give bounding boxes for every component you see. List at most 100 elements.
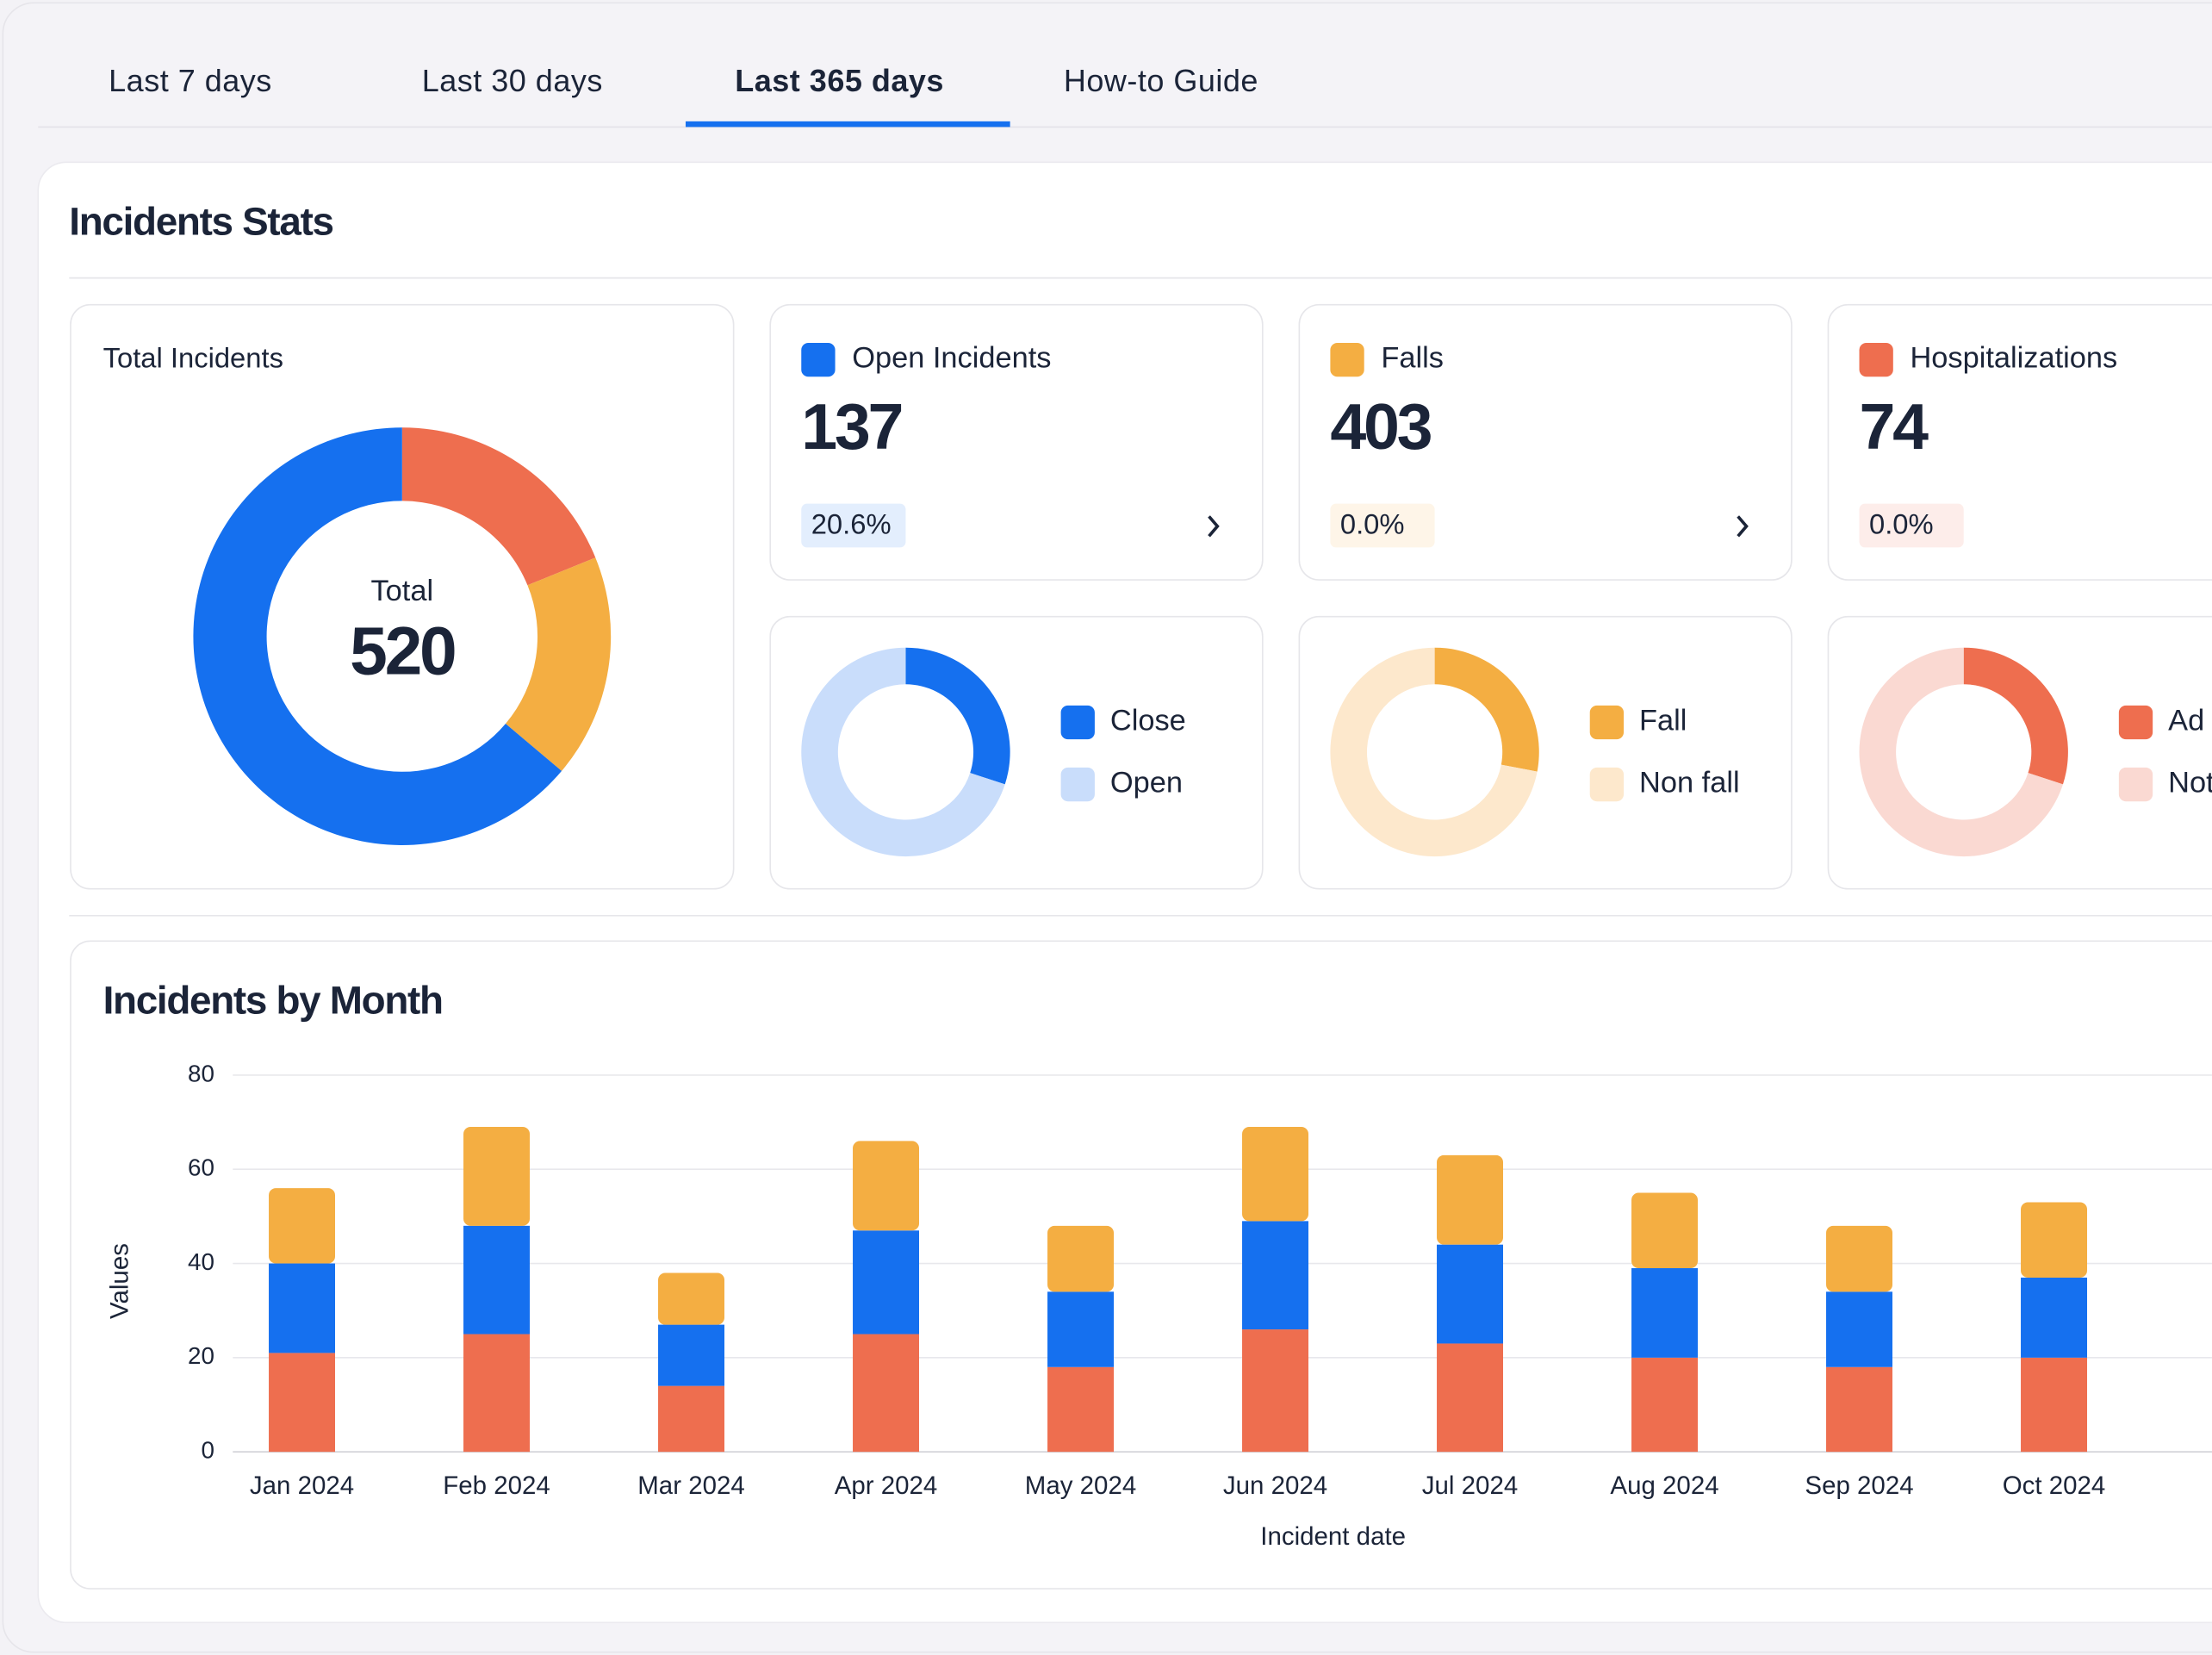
y-tick-label: 40 bbox=[188, 1248, 214, 1275]
x-tick-label: Oct 2024 bbox=[2003, 1471, 2106, 1500]
donut-segment bbox=[401, 427, 596, 586]
tab[interactable]: Last 30 days bbox=[422, 63, 603, 98]
change-value: 0.0% bbox=[1869, 508, 1934, 540]
legend-label: Open bbox=[1110, 767, 1183, 800]
card-label: Total Incidents bbox=[103, 341, 283, 373]
donut-segment bbox=[905, 647, 1010, 785]
stat-value: 74 bbox=[1860, 390, 1929, 463]
change-badge bbox=[1330, 503, 1435, 548]
x-tick-label: Mar 2024 bbox=[637, 1471, 745, 1500]
stat-label: Open Incidents bbox=[852, 342, 1051, 375]
bar-segment bbox=[1047, 1225, 1115, 1292]
donut-segment bbox=[1330, 647, 1538, 857]
legend-label: Close bbox=[1110, 705, 1186, 737]
legend-swatch bbox=[2118, 705, 2153, 740]
x-tick-label: May 2024 bbox=[1025, 1471, 1136, 1500]
change-value: 20.6% bbox=[811, 508, 892, 540]
legend-label: Non fall bbox=[1639, 767, 1740, 800]
x-tick-label: Aug 2024 bbox=[1610, 1471, 1718, 1500]
bar-segment bbox=[463, 1127, 531, 1226]
bar-segment bbox=[269, 1353, 336, 1453]
donut-segment bbox=[505, 557, 612, 771]
stat-swatch bbox=[1330, 342, 1364, 377]
bar-segment bbox=[269, 1188, 336, 1264]
bar-segment bbox=[853, 1230, 920, 1335]
stat-value: 137 bbox=[801, 390, 901, 463]
bar-segment bbox=[1047, 1366, 1115, 1453]
donut-segment bbox=[193, 427, 562, 845]
stat-card bbox=[769, 303, 1264, 581]
bar-segment bbox=[1631, 1357, 1699, 1453]
y-axis-label: Values bbox=[106, 1243, 134, 1319]
bar-segment bbox=[853, 1141, 920, 1231]
bar-segment bbox=[853, 1334, 920, 1453]
donut-segment bbox=[1963, 647, 2068, 785]
breakdown-card bbox=[1298, 615, 1793, 890]
stat-card bbox=[1298, 303, 1793, 581]
legend-label: Ad bbox=[2168, 705, 2204, 737]
stat-swatch bbox=[801, 342, 836, 377]
chevron[interactable] bbox=[1208, 515, 1220, 538]
bar-segment bbox=[1242, 1127, 1309, 1222]
bar-segment bbox=[2021, 1277, 2088, 1358]
bar-segment bbox=[1047, 1291, 1115, 1367]
section-title: Incidents Stats bbox=[69, 199, 332, 244]
x-axis-label: Incident date bbox=[1260, 1522, 1406, 1551]
bar-segment bbox=[1242, 1329, 1309, 1453]
donut-center-value: 520 bbox=[350, 613, 455, 688]
x-tick-label: Apr 2024 bbox=[835, 1471, 938, 1500]
bar-segment bbox=[269, 1263, 336, 1353]
bar-segment bbox=[2021, 1357, 2088, 1453]
stat-label: Hospitalizations bbox=[1910, 342, 2117, 375]
bar-segment bbox=[463, 1225, 531, 1335]
x-tick-label: Jun 2024 bbox=[1223, 1471, 1327, 1500]
bar-segment bbox=[1242, 1221, 1309, 1330]
stat-value: 403 bbox=[1330, 390, 1431, 463]
x-tick-label: Sep 2024 bbox=[1805, 1471, 1913, 1500]
x-tick-label: Jul 2024 bbox=[1422, 1471, 1518, 1500]
change-value: 0.0% bbox=[1340, 508, 1405, 540]
bar-segment bbox=[1437, 1343, 1504, 1453]
y-tick-label: 0 bbox=[202, 1437, 214, 1464]
tab[interactable]: Last 7 days bbox=[109, 63, 272, 98]
bar-segment bbox=[658, 1272, 725, 1325]
bar-segment bbox=[1826, 1366, 1893, 1453]
bar-segment bbox=[1826, 1291, 1893, 1367]
change-badge bbox=[1859, 503, 1964, 548]
legend-swatch bbox=[2118, 767, 2153, 802]
y-tick-label: 60 bbox=[188, 1154, 214, 1181]
legend-swatch bbox=[1589, 767, 1625, 802]
x-tick-label: Jan 2024 bbox=[250, 1471, 354, 1500]
donut-segment bbox=[1859, 647, 2063, 857]
legend-swatch bbox=[1589, 705, 1625, 740]
tab[interactable]: Last 365 days bbox=[735, 63, 944, 98]
active-tab-indicator bbox=[685, 121, 1010, 128]
chart-title: Incidents by Month bbox=[103, 978, 443, 1023]
bar-segment bbox=[658, 1385, 725, 1453]
bar-segment bbox=[1437, 1154, 1504, 1245]
donut-segment bbox=[1434, 647, 1539, 772]
bar-segment bbox=[658, 1324, 725, 1386]
legend-swatch bbox=[1060, 705, 1095, 740]
stat-swatch bbox=[1859, 342, 1893, 377]
donut-center-label: Total bbox=[370, 575, 433, 607]
bar-segment bbox=[463, 1334, 531, 1453]
legend-label: Fall bbox=[1639, 705, 1687, 737]
chevron[interactable] bbox=[1737, 515, 1749, 538]
y-tick-label: 80 bbox=[188, 1060, 214, 1086]
breakdown-card bbox=[769, 615, 1264, 890]
donut-segment bbox=[801, 647, 1005, 857]
stat-label: Falls bbox=[1381, 342, 1444, 375]
bar-segment bbox=[1631, 1268, 1699, 1358]
y-tick-label: 20 bbox=[188, 1342, 214, 1369]
bar-segment bbox=[2021, 1202, 2088, 1278]
x-tick-label: Feb 2024 bbox=[443, 1471, 550, 1500]
bar-segment bbox=[1437, 1244, 1504, 1344]
bar-segment bbox=[1631, 1192, 1699, 1269]
change-badge bbox=[801, 503, 906, 548]
stat-card bbox=[1827, 303, 2212, 581]
legend-label: Not bbox=[2168, 767, 2212, 800]
tab[interactable]: How-to Guide bbox=[1064, 63, 1258, 98]
